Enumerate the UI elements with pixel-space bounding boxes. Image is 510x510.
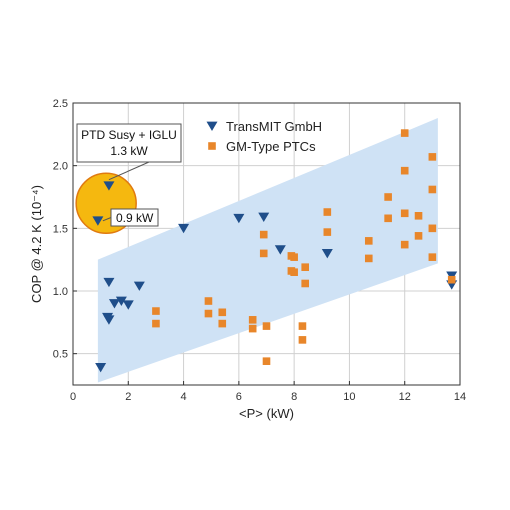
data-point [218, 319, 227, 328]
data-point [133, 281, 145, 291]
data-point [321, 249, 333, 259]
x-tick-label: 12 [399, 391, 411, 403]
data-point [290, 253, 298, 261]
x-tick-label: 8 [291, 391, 297, 403]
small-annotation-leader-line [102, 217, 112, 222]
annotation-title: PTD Susy + IGLU [81, 128, 177, 142]
data-point [103, 277, 115, 288]
data-series [92, 129, 458, 373]
y-tick-label: 1.5 [53, 223, 68, 235]
data-point [218, 308, 227, 317]
x-tick-label: 4 [181, 391, 187, 403]
small-annotation-box [110, 208, 159, 227]
data-point [364, 237, 373, 245]
data-point [248, 316, 257, 324]
y-tick-label: 0.5 [53, 349, 68, 361]
data-point [323, 208, 332, 216]
x-tick-label: 2 [125, 391, 131, 403]
data-point [152, 319, 160, 328]
data-point [103, 181, 115, 191]
legend-triangle-marker [206, 121, 218, 131]
data-point [428, 253, 437, 261]
x-tick-label: 6 [236, 391, 242, 403]
axis-ticks: 0 2 4 6 8 10 12 14 0.5 1.0 1.5 2.0 2.5 [53, 98, 466, 403]
y-tick-label: 2.5 [53, 98, 68, 110]
data-point [204, 297, 213, 305]
plot-frame [72, 102, 461, 386]
data-point [428, 185, 437, 194]
data-point [204, 309, 213, 318]
data-point [400, 209, 409, 218]
data-point [259, 249, 268, 258]
legend-marker-transmit [206, 121, 218, 131]
data-point [178, 223, 190, 234]
data-point [301, 279, 309, 288]
data-point [414, 212, 423, 220]
data-point [323, 228, 332, 236]
series-gm-type [152, 129, 456, 365]
data-point [103, 315, 115, 325]
y-tick-label: 1.0 [53, 286, 68, 298]
data-point [95, 363, 107, 373]
data-point [259, 230, 268, 239]
legend-square-marker [208, 142, 216, 150]
data-point [262, 322, 271, 330]
data-point [400, 240, 409, 249]
x-tick-label: 10 [343, 391, 355, 403]
data-point [108, 299, 120, 309]
data-point [290, 268, 298, 276]
x-tick-label: 0 [70, 391, 76, 403]
data-point [364, 254, 373, 263]
annotation-power-1-3kw: 1.3 kW [110, 144, 148, 158]
annotation-power-0-9kw: 0.9 kW [116, 211, 154, 225]
small-annotation: 0.9 kW [102, 208, 159, 227]
x-tick-label: 14 [454, 391, 466, 403]
legend-marker-gm-type [208, 142, 216, 150]
data-point [301, 263, 309, 271]
legend-label-transmit: TransMIT GmbH [226, 119, 322, 134]
data-point [122, 300, 134, 310]
trend-band [97, 118, 438, 383]
x-axis-label: <P> (kW) [239, 406, 294, 421]
legend: TransMIT GmbH GM-Type PTCs [206, 119, 322, 154]
data-point [233, 213, 245, 224]
data-point [152, 307, 160, 315]
data-point [447, 275, 456, 284]
data-point [258, 212, 270, 223]
ptd-susy-iglu-annotation: PTD Susy + IGLU 1.3 kW [76, 123, 182, 181]
data-point [298, 322, 307, 330]
data-point [428, 153, 437, 161]
data-point [92, 216, 104, 226]
data-point [298, 336, 307, 344]
data-point [115, 296, 127, 306]
data-point [384, 193, 392, 201]
data-point [400, 166, 409, 175]
data-point [262, 357, 271, 365]
data-point [400, 129, 409, 137]
data-point [428, 224, 437, 233]
y-axis-label: COP @ 4.2 K (10⁻⁴) [29, 185, 44, 303]
y-tick-label: 2.0 [53, 161, 68, 173]
data-point [414, 232, 423, 240]
data-point [384, 214, 392, 223]
annotation-box [76, 123, 182, 163]
data-point [248, 324, 257, 333]
legend-label-gm-type: GM-Type PTCs [226, 139, 316, 154]
annotation-leader-line [108, 161, 150, 181]
data-point [274, 245, 286, 255]
